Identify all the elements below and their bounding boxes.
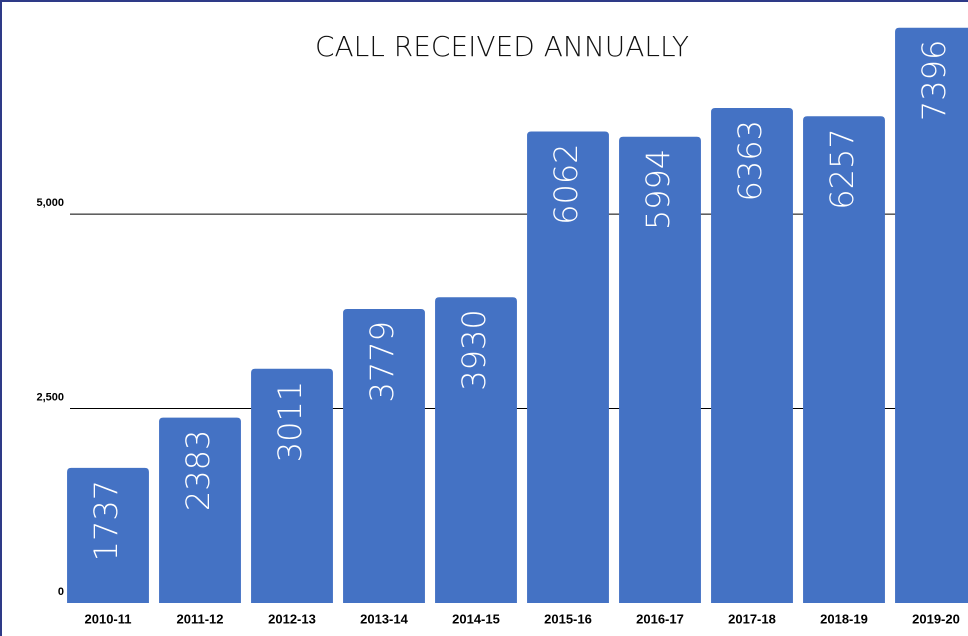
x-tick-label: 2012-13	[268, 611, 316, 626]
bar	[67, 467, 149, 603]
bar	[343, 309, 425, 603]
y-tick-label: 2,500	[36, 391, 64, 403]
y-tick-label: 0	[58, 586, 64, 598]
bar	[895, 27, 968, 603]
value-label: 2383	[179, 430, 217, 511]
bar	[711, 108, 793, 603]
x-tick-label: 2017-18	[728, 611, 776, 626]
value-label: 5994	[639, 149, 677, 230]
value-label: 6257	[823, 128, 861, 209]
x-tick-label: 2018-19	[820, 611, 868, 626]
x-tick-label: 2016-17	[636, 611, 684, 626]
value-label: 3779	[363, 321, 401, 402]
x-tick-label: 2019-20	[912, 611, 960, 626]
bar	[159, 417, 241, 603]
x-tick-label: 2014-15	[452, 611, 500, 626]
chart-title: CALL RECEIVED ANNUALLY	[315, 30, 689, 63]
value-label: 7396	[915, 40, 953, 121]
value-label: 3011	[271, 381, 309, 462]
bar	[803, 116, 885, 604]
bar	[435, 297, 517, 603]
value-label: 6363	[731, 120, 769, 201]
bar	[619, 136, 701, 604]
bar	[251, 368, 333, 603]
value-label: 3930	[455, 309, 493, 390]
value-label: 6062	[547, 143, 585, 224]
y-tick-label: 5,000	[36, 197, 64, 209]
x-tick-label: 2010-11	[85, 611, 132, 626]
x-tick-label: 2011-12	[177, 611, 224, 626]
x-tick-label: 2015-16	[544, 611, 592, 626]
x-tick-label: 2013-14	[360, 611, 408, 626]
value-label: 1737	[87, 480, 125, 561]
bar	[527, 131, 609, 604]
